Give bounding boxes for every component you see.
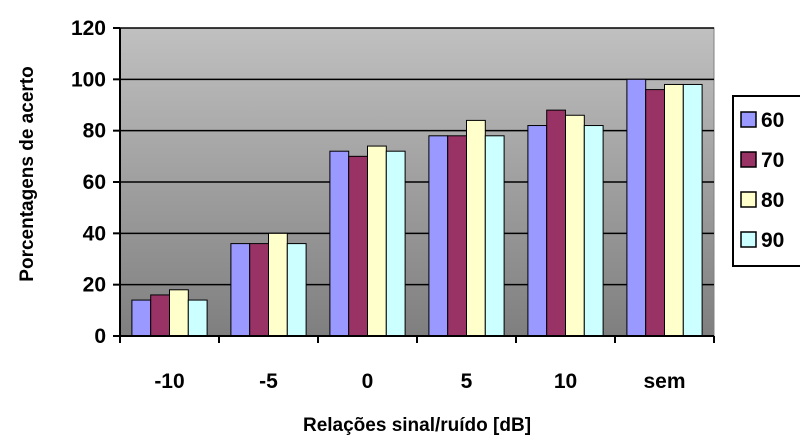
x-tick-label: 5: [461, 370, 473, 393]
legend-swatch-90: [740, 231, 757, 248]
x-tick-label: -10: [154, 370, 184, 393]
x-tick-label: -5: [259, 370, 278, 393]
x-tick-label: 10: [554, 370, 577, 393]
bar-series-60-cat-3: [428, 135, 449, 337]
bar-series-70-cat-4: [546, 109, 567, 337]
bar-series-70-cat-0: [150, 294, 170, 337]
bar-series-70-cat-1: [249, 243, 269, 337]
legend-swatch-60: [740, 111, 757, 128]
bar-series-70-cat-5: [645, 89, 666, 337]
bar-series-70-cat-3: [447, 135, 468, 337]
y-tick-label: 0: [94, 325, 106, 348]
bar-series-90-cat-4: [583, 125, 604, 337]
legend-label-80: 80: [761, 189, 784, 212]
x-tick-label: 0: [362, 370, 374, 393]
y-tick-label: 20: [83, 274, 106, 297]
legend-swatch-70: [740, 151, 757, 168]
bar-series-60-cat-2: [329, 150, 350, 337]
x-tick-labels: -10 -5 0 5 10 sem: [154, 370, 685, 393]
bar-series-80-cat-3: [466, 119, 486, 337]
legend-label-60: 60: [761, 109, 784, 132]
legend-swatch-80: [740, 191, 757, 208]
bar-series-60-cat-5: [626, 78, 647, 337]
y-tick-label: 100: [71, 68, 106, 91]
y-tick-label: 80: [83, 120, 106, 143]
x-axis-title: Relações sinal/ruído [dB]: [303, 415, 531, 436]
axes: [113, 27, 715, 343]
bar-series-70-cat-2: [348, 155, 369, 337]
bar-series-90-cat-5: [682, 83, 703, 337]
bar-series-80-cat-2: [367, 145, 387, 337]
bar-series-60-cat-0: [131, 299, 152, 337]
y-tick-label: 40: [83, 222, 106, 245]
bar-series-60-cat-4: [527, 125, 548, 337]
bars: [131, 78, 703, 337]
legend: 60 70 80 90: [732, 95, 800, 267]
bar-series-90-cat-3: [484, 135, 505, 337]
bar-series-80-cat-1: [268, 232, 288, 337]
bar-series-60-cat-1: [230, 243, 251, 337]
bar-series-80-cat-4: [565, 114, 585, 337]
bar-series-90-cat-1: [286, 243, 307, 337]
bar-series-80-cat-5: [664, 83, 684, 337]
legend-label-90: 90: [761, 229, 784, 252]
gridlines: [120, 27, 714, 286]
bar-series-90-cat-2: [385, 150, 406, 337]
legend-label-70: 70: [761, 149, 784, 172]
y-tick-label: 60: [83, 171, 106, 194]
bar-series-90-cat-0: [187, 299, 208, 337]
y-tick-labels: 0 20 40 60 80 100 120: [71, 17, 106, 348]
y-axis-title: Porcentagens de acerto: [17, 66, 38, 281]
y-tick-label: 120: [71, 17, 106, 40]
x-tick-label: sem: [643, 370, 685, 393]
bar-series-80-cat-0: [169, 289, 189, 337]
